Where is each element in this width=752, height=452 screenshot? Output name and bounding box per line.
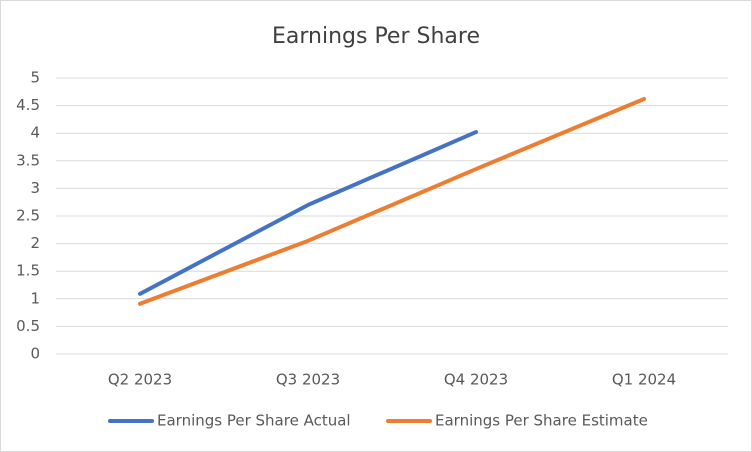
series-line (138, 130, 478, 296)
y-tick-label: 0.5 (16, 317, 40, 335)
x-tick-label: Q1 2024 (612, 371, 676, 389)
legend-label: Earnings Per Share Estimate (435, 412, 648, 430)
y-tick-label: 2 (30, 234, 40, 252)
y-tick-label: 4 (30, 124, 40, 142)
series-line (138, 96, 646, 306)
y-tick-label: 1.5 (16, 262, 40, 280)
legend-label: Earnings Per Share Actual (157, 412, 351, 430)
y-tick-label: 2.5 (16, 207, 40, 225)
y-tick-label: 3.5 (16, 151, 40, 169)
y-tick-label: 4.5 (16, 96, 40, 114)
x-tick-label: Q3 2023 (276, 371, 340, 389)
chart-title: Earnings Per Share (272, 24, 480, 49)
y-tick-label: 1 (30, 289, 40, 307)
y-tick-label: 3 (30, 179, 40, 197)
x-tick-label: Q2 2023 (108, 371, 172, 389)
y-tick-label: 0 (30, 345, 40, 363)
x-tick-label: Q4 2023 (444, 371, 508, 389)
y-tick-label: 5 (30, 69, 40, 87)
